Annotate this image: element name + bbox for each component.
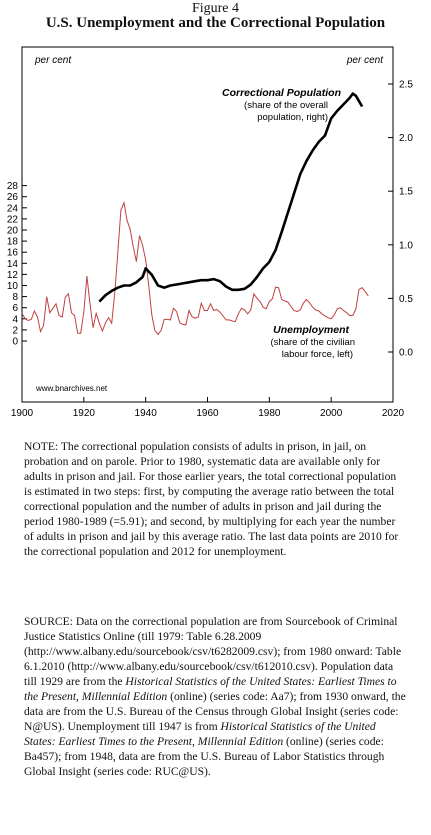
x-tick-label: 1980 — [258, 408, 281, 419]
correctional-population-line — [98, 92, 364, 303]
source-part-e: (online) (series code: Ba457); from 1948… — [24, 735, 385, 778]
note-paragraph: NOTE: The correctional population consis… — [24, 439, 406, 559]
right-tick-label: 1.0 — [399, 240, 413, 251]
left-tick-label: 26 — [7, 192, 19, 203]
left-tick-label: 0 — [12, 337, 18, 348]
left-tick-label: 6 — [12, 303, 18, 314]
right-tick-label: 3.0 — [399, 36, 413, 37]
right-tick-label: 1.5 — [399, 187, 413, 198]
left-tick-label: 4 — [12, 314, 18, 325]
right-unit-label: per cent — [346, 55, 384, 66]
left-tick-label: 8 — [12, 292, 18, 303]
x-tick-label: 1940 — [135, 408, 158, 419]
right-tick-label: 2.5 — [399, 80, 413, 91]
left-tick-label: 12 — [7, 270, 19, 281]
source-part-a: SOURCE: Data on the correctional populat… — [24, 615, 402, 688]
right-tick-label: 2.0 — [399, 133, 413, 144]
unemployment-line — [21, 201, 369, 336]
unemployment-annotation-title: Unemployment — [273, 324, 349, 336]
left-tick-label: 28 — [7, 181, 19, 192]
correctional-annotation-title: Correctional Population — [222, 87, 341, 99]
left-tick-label: 14 — [7, 259, 19, 270]
left-tick-label: 18 — [7, 237, 19, 248]
x-tick-label: 1920 — [73, 408, 96, 419]
figure-label: Figure 4 — [191, 1, 240, 16]
x-tick-label: 2000 — [320, 408, 343, 419]
source-part-c: (online) (series code: Aa7); from 1930 o… — [24, 690, 406, 733]
left-tick-label: 22 — [7, 214, 19, 225]
correctional-annotation-sub-2: population, right) — [257, 112, 328, 123]
source-title-1: Historical Statistics of the United Stat… — [24, 675, 397, 703]
unemployment-annotation-sub-2: labour force, left) — [282, 349, 353, 360]
left-unit-label: per cent — [34, 55, 72, 66]
left-tick-label: 2 — [12, 325, 18, 336]
left-tick-label: 16 — [7, 248, 19, 259]
right-axis: 0.0 0.5 1.0 1.5 2.0 2.5 3.0 — [388, 36, 413, 359]
watermark: www.bnarchives.net — [35, 384, 108, 393]
x-axis: 1900 1920 1940 1960 1980 2000 2020 — [11, 397, 405, 419]
right-tick-label: 0.5 — [399, 294, 413, 305]
x-tick-label: 1960 — [196, 408, 219, 419]
right-tick-label: 0.0 — [399, 348, 413, 359]
source-title-2: Historical Statistics of the United Stat… — [24, 720, 376, 748]
correctional-annotation-sub-1: (share of the overall — [244, 100, 328, 111]
plot-frame — [21, 46, 394, 403]
unemployment-annotation-sub-1: (share of the civilian — [271, 337, 355, 348]
source-text: SOURCE: Data on the correctional populat… — [24, 614, 406, 779]
chart-title: U.S. Unemployment and the Correctional P… — [45, 15, 386, 31]
x-tick-label: 2020 — [382, 408, 405, 419]
left-tick-label: 10 — [7, 281, 19, 292]
note-text: NOTE: The correctional population consis… — [24, 440, 399, 558]
left-tick-label: 24 — [7, 203, 19, 214]
x-tick-label: 1900 — [11, 408, 34, 419]
left-tick-label: 20 — [7, 226, 19, 237]
source-paragraph: SOURCE: Data on the correctional populat… — [24, 614, 406, 779]
